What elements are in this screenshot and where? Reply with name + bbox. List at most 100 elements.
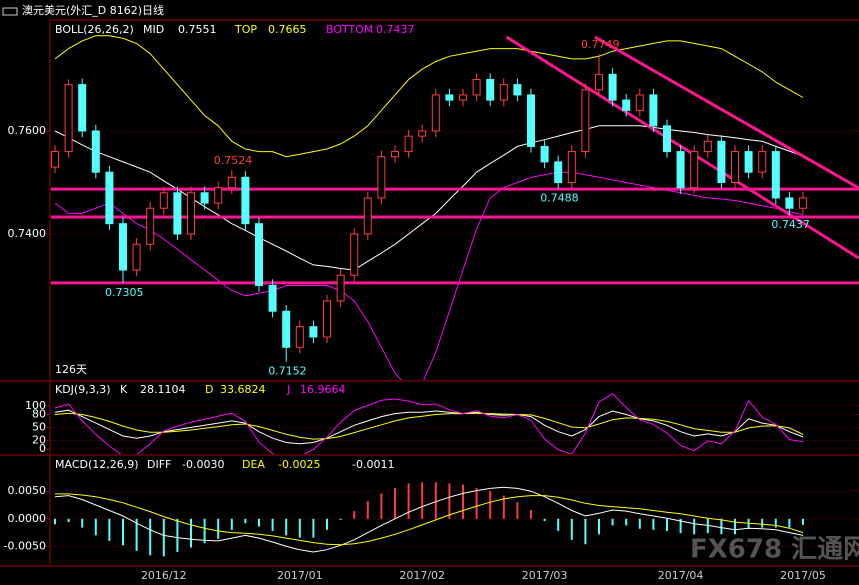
candle-body [785, 197, 794, 209]
legend-title: BOLL(26,26,2) [55, 23, 134, 36]
candle-body [187, 192, 195, 235]
x-tick-label: 2017/01 [277, 569, 323, 582]
legend-name: K [120, 383, 128, 396]
candle-body [64, 84, 73, 153]
candle-body [486, 78, 495, 101]
candle-body [336, 274, 345, 302]
candle-body [690, 151, 699, 189]
candle-body [663, 125, 671, 153]
candle-body [295, 326, 304, 348]
legend-name: DIFF [147, 458, 171, 471]
candle-body [78, 84, 87, 132]
candle-body [676, 151, 685, 189]
candle-body [758, 151, 767, 173]
legend-value: 16.9664 [300, 383, 346, 396]
legend-value: -0.0030 [182, 458, 224, 471]
candle-body [418, 130, 427, 137]
y-tick-label: 80 [32, 407, 46, 420]
legend-value: -0.0011 [352, 458, 394, 471]
candle-body [51, 151, 59, 168]
y-tick-label: 100 [25, 399, 46, 412]
x-tick-label: 2017/05 [780, 569, 826, 582]
indicator-line [54, 171, 804, 380]
candle-body [268, 284, 277, 312]
legend-name: J [286, 383, 290, 396]
candle-body [146, 207, 155, 245]
candle-body [703, 140, 712, 153]
legend-name: DEA [242, 458, 265, 471]
x-tick-label: 2017/02 [399, 569, 445, 582]
indicator-line [54, 412, 804, 440]
x-tick-label: 2017/04 [658, 569, 704, 582]
candle-body [513, 84, 522, 96]
candle-body [391, 151, 399, 158]
legend-name: BOTTOM [326, 23, 373, 36]
candle-body [527, 94, 535, 147]
macd-panel [51, 482, 859, 557]
price-annotation: 0.7488 [540, 192, 579, 205]
candle-body [608, 73, 617, 101]
labels: 0.7400 0.7600 BOLL(26,26,2) MID 0.7551 TOP 0.7… [4, 23, 826, 582]
candle-body [227, 176, 236, 189]
candle-body [309, 326, 318, 338]
candle-body [323, 300, 331, 338]
candle-body [241, 176, 250, 225]
candle-body [404, 135, 413, 153]
legend-value: 28.1104 [140, 383, 186, 396]
watermark: FX678 汇通网 [690, 535, 859, 565]
candle-body [445, 94, 454, 101]
y-tick-label: 0.0050 [8, 484, 47, 497]
candle-body [472, 78, 481, 96]
price-panel [51, 35, 859, 380]
candle-body [91, 130, 100, 173]
legend-value: 33.6824 [220, 383, 266, 396]
candle-body [377, 156, 386, 199]
kdj-panel [51, 393, 859, 454]
indicator-line [54, 486, 804, 553]
legend-value: -0.0025 [278, 458, 320, 471]
day-count: 126天 [55, 363, 87, 376]
legend-name: MID [143, 23, 164, 36]
window-title: 澳元美元(外汇_D 8162)日线 [22, 3, 164, 17]
legend-name: D [205, 383, 213, 396]
candle-body [622, 99, 631, 111]
candle-body [595, 73, 603, 91]
candle-body [214, 187, 223, 204]
candle-body [350, 233, 359, 276]
price-annotation: 0.7305 [105, 286, 144, 299]
trend-line [505, 35, 859, 260]
price-annotation: 0.7749 [581, 38, 620, 51]
legend-value: 0.7437 [376, 23, 415, 36]
legend-value: 0.7551 [178, 23, 217, 36]
y-tick-label: 0 [39, 442, 46, 455]
x-tick-label: 2017/03 [522, 569, 568, 582]
x-tick-label: 2016/12 [141, 569, 187, 582]
candle-body [132, 243, 141, 271]
candle-body [499, 84, 508, 101]
legend-value: 0.7665 [268, 23, 307, 36]
candle-body [649, 94, 658, 127]
y-tick-label: -0.0050 [4, 539, 46, 552]
price-annotation: 0.7152 [268, 365, 307, 378]
candle-body [799, 197, 807, 209]
y-tick-label: 50 [32, 420, 46, 433]
y-tick-label: 0.0000 [8, 512, 47, 525]
candle-body [744, 151, 753, 173]
candle-body [581, 89, 590, 153]
indicator-line [54, 35, 804, 158]
candle-body [255, 223, 263, 286]
legend-title: KDJ(9,3,3) [55, 383, 111, 396]
candle-body [554, 161, 563, 183]
y-tick-label: 0.7400 [8, 227, 47, 240]
candle-body [540, 145, 549, 163]
candle-body [635, 94, 644, 111]
candle-body [282, 310, 291, 348]
y-tick-label: 20 [32, 433, 46, 446]
candle-body [771, 151, 780, 199]
candle-body [731, 151, 739, 183]
candle-body [567, 151, 576, 183]
candle-body [200, 192, 209, 204]
price-annotation: 0.7524 [214, 154, 253, 167]
y-tick-label: 0.7600 [8, 124, 47, 137]
